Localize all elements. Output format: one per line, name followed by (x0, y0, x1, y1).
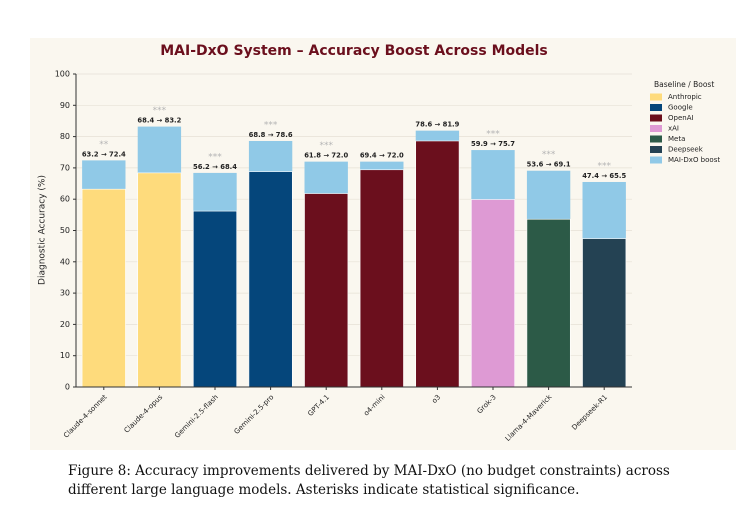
legend-swatch (650, 104, 662, 111)
y-tick-label: 0 (65, 383, 70, 392)
y-tick-label: 90 (60, 101, 70, 110)
y-axis-label: Diagnostic Accuracy (%) (38, 175, 48, 285)
legend-title: Baseline / Boost (654, 80, 714, 89)
significance: *** (319, 141, 333, 151)
value-label: 56.2 → 68.4 (193, 163, 237, 171)
y-tick-label: 80 (60, 132, 70, 141)
value-label: 47.4 → 65.5 (582, 172, 626, 180)
y-tick-label: 40 (60, 257, 70, 266)
y-tick-label: 20 (60, 320, 70, 329)
value-label: 69.4 → 72.0 (360, 152, 404, 160)
baseline-bar (193, 210, 237, 388)
baseline-bar (248, 171, 293, 388)
chart-title: MAI-DxO System – Accuracy Boost Across M… (160, 43, 548, 59)
value-label: 61.8 → 72.0 (304, 152, 348, 160)
legend-label: Google (668, 104, 693, 112)
y-tick-label: 70 (60, 163, 70, 172)
baseline-bar (471, 199, 515, 388)
legend-label: OpenAI (668, 114, 694, 122)
y-tick-label: 100 (55, 70, 70, 79)
legend-swatch (650, 156, 662, 164)
y-tick-label: 30 (60, 289, 70, 298)
significance: *** (153, 106, 167, 116)
caption: Figure 8: Accuracy improvements delivere… (68, 463, 670, 498)
y-tick-label: 50 (60, 226, 70, 235)
significance: *** (542, 150, 556, 160)
legend-label: xAI (668, 125, 679, 133)
value-label: 59.9 → 75.7 (471, 140, 515, 148)
y-tick-label: 10 (60, 351, 70, 360)
legend-swatch (650, 135, 662, 143)
value-label: 78.6 → 81.9 (415, 121, 459, 129)
y-tick-label: 60 (60, 195, 70, 204)
significance: ** (99, 140, 109, 150)
baseline-bar (137, 172, 182, 388)
value-label: 68.4 → 83.2 (137, 117, 181, 125)
legend-label: MAI-DxO boost (668, 156, 720, 164)
legend-label: Meta (668, 135, 685, 143)
baseline-bar (582, 238, 627, 388)
legend-swatch (650, 114, 662, 122)
baseline-bar (359, 169, 404, 388)
legend-label: Deepseek (668, 146, 704, 154)
value-label: 63.2 → 72.4 (82, 150, 126, 158)
value-label: 53.6 → 69.1 (527, 161, 571, 169)
chart: MAI-DxO System – Accuracy Boost Across M… (30, 38, 736, 450)
baseline-bar (304, 193, 349, 388)
value-label: 68.8 → 78.6 (249, 131, 293, 139)
baseline-bar (415, 140, 460, 388)
legend-swatch (650, 93, 662, 101)
x-tick-label: o3 (430, 393, 442, 405)
legend-swatch (650, 125, 662, 132)
baseline-bar (81, 188, 126, 388)
legend-swatch (650, 146, 662, 153)
baseline-bar (526, 218, 571, 388)
significance: *** (264, 120, 278, 130)
significance: *** (208, 152, 222, 162)
significance: *** (597, 161, 611, 171)
significance: *** (486, 130, 500, 140)
legend-label: Anthropic (668, 93, 702, 101)
